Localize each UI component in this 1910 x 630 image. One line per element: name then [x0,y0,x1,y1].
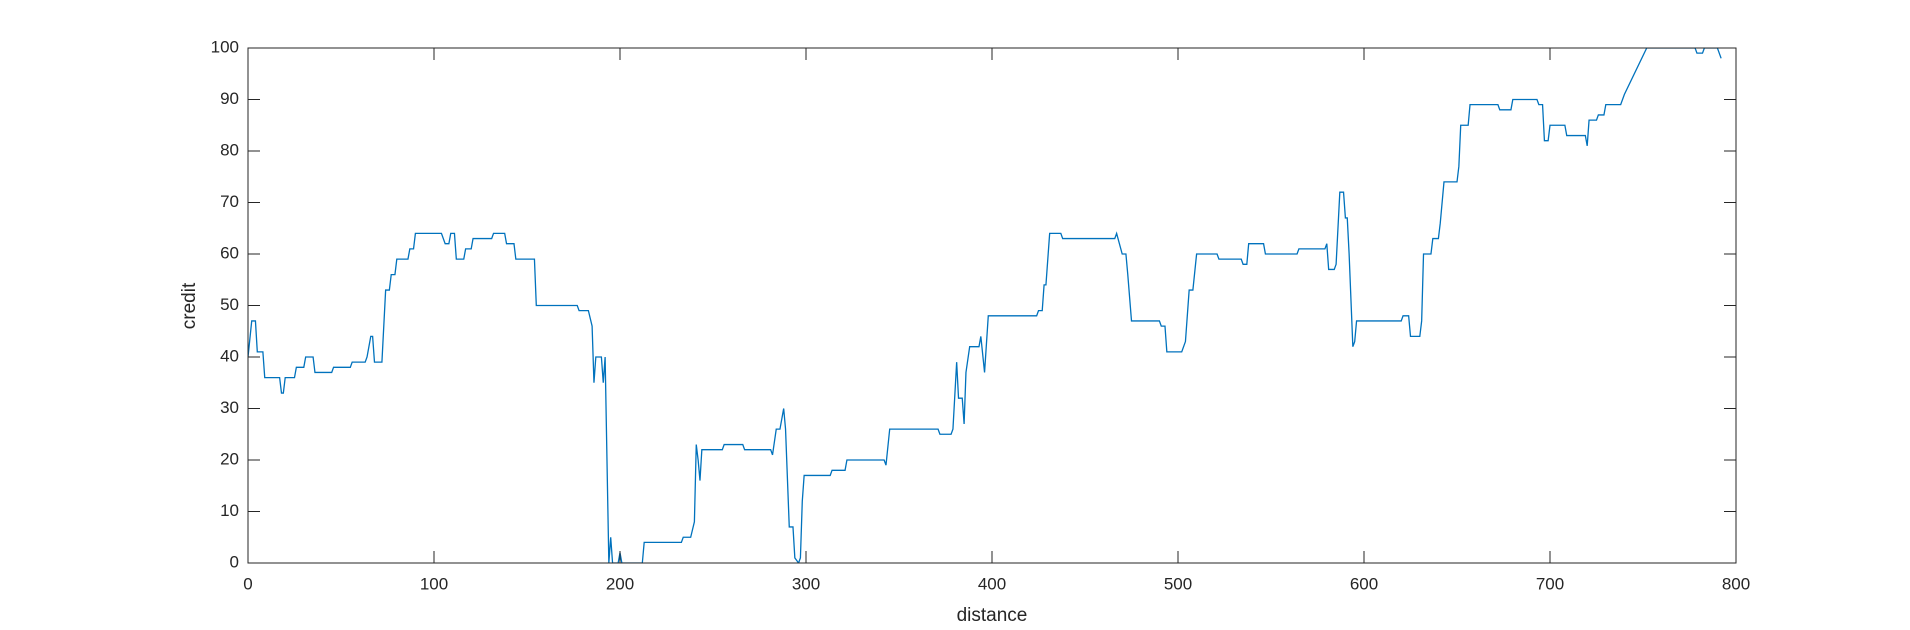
y-tick-label: 10 [220,501,239,520]
y-tick-label: 90 [220,89,239,108]
y-tick-label: 60 [220,243,239,262]
y-tick-label: 100 [211,37,239,56]
x-tick-label: 500 [1164,574,1192,593]
data-line [248,48,1722,563]
x-axis-label: distance [957,605,1028,626]
y-tick-label: 40 [220,346,239,365]
y-tick-label: 30 [220,398,239,417]
plot-frame [247,47,1737,564]
x-tick-label: 0 [243,574,252,593]
y-tick-label: 80 [220,140,239,159]
y-tick-label: 70 [220,192,239,211]
y-axis-label: credit [179,282,200,329]
x-tick-label: 300 [792,574,820,593]
y-tick-label: 20 [220,449,239,468]
x-tick-label: 600 [1350,574,1378,593]
y-tick-label: 0 [230,552,239,571]
x-tick-label: 700 [1536,574,1564,593]
x-tick-label: 100 [420,574,448,593]
x-tick-label: 400 [978,574,1006,593]
x-tick-label: 800 [1722,574,1750,593]
x-tick-label: 200 [606,574,634,593]
y-tick-label: 50 [220,295,239,314]
